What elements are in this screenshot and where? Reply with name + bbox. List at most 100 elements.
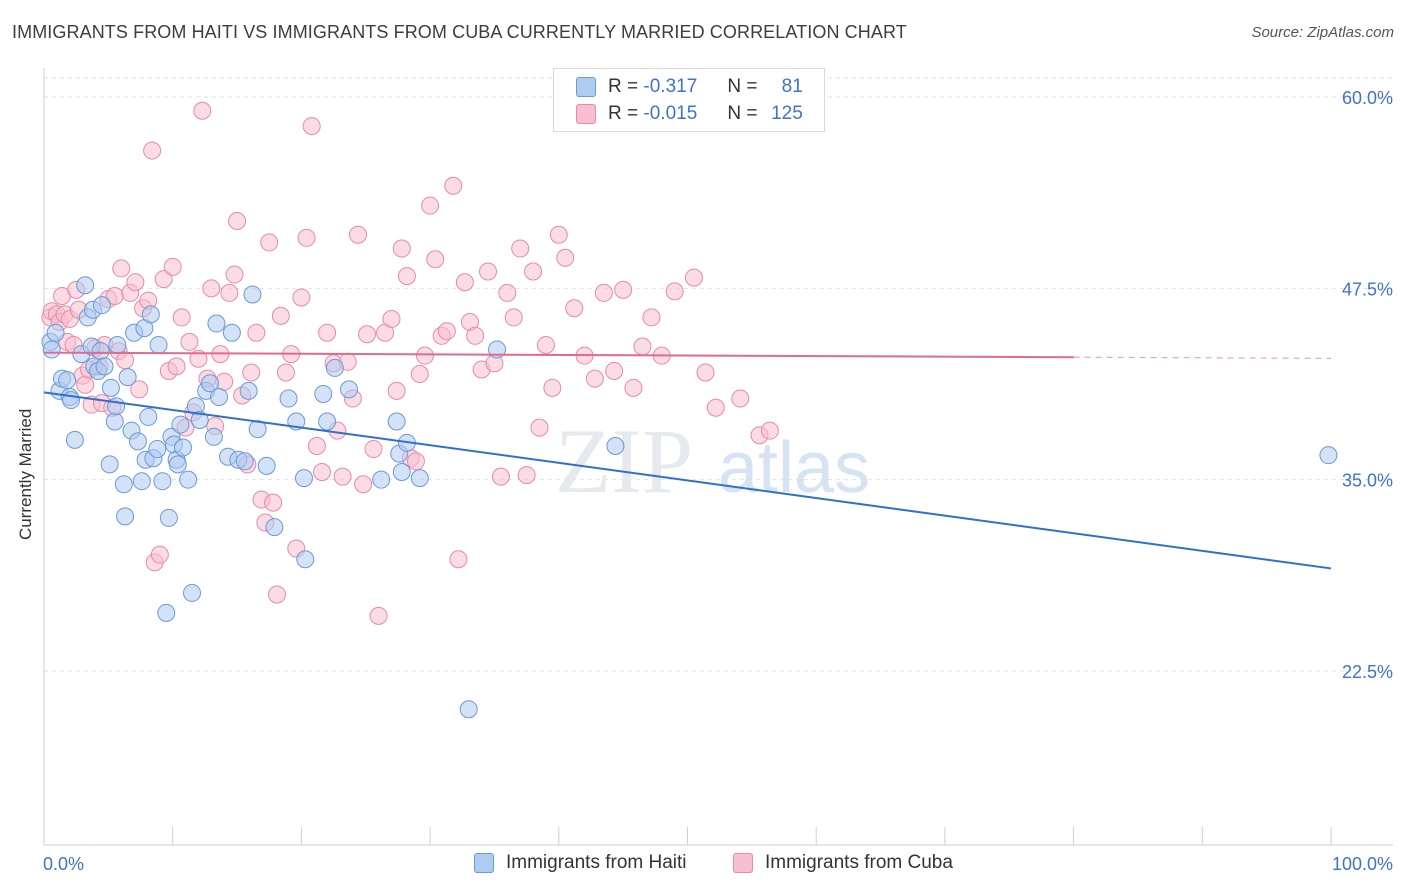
cuba-point bbox=[498, 283, 517, 302]
cuba-point bbox=[172, 308, 191, 327]
x-tick-label-min: 0.0% bbox=[43, 854, 84, 874]
cuba-point bbox=[387, 381, 406, 400]
y-tick-label: 35.0% bbox=[1342, 471, 1393, 491]
legend-swatch-haiti bbox=[474, 853, 494, 873]
cuba-point bbox=[302, 117, 321, 136]
haiti-point bbox=[76, 276, 95, 295]
cuba-point bbox=[358, 325, 377, 344]
cuba-point bbox=[333, 467, 352, 486]
haiti-point bbox=[265, 518, 284, 537]
cuba-point bbox=[594, 283, 613, 302]
haiti-point bbox=[139, 407, 158, 426]
haiti-swatch bbox=[576, 77, 596, 97]
cuba-points bbox=[41, 101, 779, 625]
cuba-point bbox=[312, 463, 331, 482]
cuba-point bbox=[665, 282, 684, 301]
haiti-n-value: 81 bbox=[781, 76, 803, 97]
x-tick-label-max: 100.0% bbox=[1332, 854, 1393, 874]
haiti-point bbox=[149, 335, 168, 354]
haiti-point bbox=[116, 507, 135, 526]
haiti-n-label: N = bbox=[727, 76, 758, 97]
cuba-point bbox=[731, 389, 750, 408]
stats-legend: R = -0.317 N = 81 R = -0.015 N = 125 bbox=[553, 68, 825, 132]
haiti-point bbox=[153, 472, 172, 491]
haiti-point bbox=[171, 415, 190, 434]
legend-label-haiti: Immigrants from Haiti bbox=[506, 852, 687, 873]
cuba-point bbox=[624, 378, 643, 397]
cuba-point bbox=[415, 346, 434, 365]
cuba-point bbox=[154, 270, 173, 289]
haiti-point bbox=[46, 323, 65, 342]
cuba-point bbox=[318, 323, 337, 342]
haiti-trend-line bbox=[43, 391, 1332, 570]
axes bbox=[43, 68, 1393, 846]
haiti-r-value: -0.317 bbox=[643, 76, 698, 97]
cuba-point bbox=[406, 452, 425, 471]
haiti-point bbox=[173, 438, 192, 457]
cuba-point bbox=[297, 228, 316, 247]
cuba-point bbox=[556, 248, 575, 267]
haiti-point bbox=[92, 296, 111, 315]
cuba-trend-extension bbox=[1073, 356, 1332, 359]
haiti-point bbox=[159, 508, 178, 527]
cuba-point bbox=[614, 280, 633, 299]
haiti-point bbox=[296, 550, 315, 569]
stats-row-haiti: R = -0.317 N = 81 bbox=[576, 74, 803, 100]
haiti-point bbox=[235, 452, 254, 471]
haiti-point bbox=[58, 371, 77, 390]
haiti-point bbox=[148, 440, 167, 459]
cuba-swatch bbox=[576, 104, 596, 124]
cuba-point bbox=[455, 273, 474, 292]
cuba-point bbox=[276, 363, 295, 382]
cuba-n-label: N = bbox=[727, 103, 758, 124]
cuba-point bbox=[242, 363, 261, 382]
cuba-point bbox=[491, 467, 510, 486]
haiti-point bbox=[459, 700, 478, 719]
legend-item-cuba[interactable]: Immigrants from Cuba bbox=[733, 852, 953, 874]
legend-item-haiti[interactable]: Immigrants from Haiti bbox=[474, 852, 687, 874]
cuba-point bbox=[267, 585, 286, 604]
cuba-point bbox=[247, 323, 266, 342]
cuba-point bbox=[364, 440, 383, 459]
haiti-point bbox=[606, 436, 625, 455]
cuba-point bbox=[354, 475, 373, 494]
haiti-point bbox=[257, 456, 276, 475]
cuba-point bbox=[163, 257, 182, 276]
haiti-point bbox=[210, 388, 229, 407]
haiti-point bbox=[340, 380, 359, 399]
cuba-point bbox=[307, 436, 326, 455]
haiti-point bbox=[392, 463, 411, 482]
cuba-point bbox=[410, 365, 429, 384]
cuba-point bbox=[76, 375, 95, 394]
cuba-point bbox=[271, 306, 290, 325]
cuba-point bbox=[130, 380, 149, 399]
cuba-point bbox=[696, 363, 715, 382]
cuba-point bbox=[260, 233, 279, 252]
watermark-zip: ZIP bbox=[555, 410, 693, 512]
haiti-points bbox=[41, 276, 1338, 719]
cuba-point bbox=[112, 259, 131, 278]
haiti-point bbox=[1319, 446, 1338, 465]
haiti-point bbox=[204, 427, 223, 446]
legend-swatch-cuba bbox=[733, 853, 753, 873]
cuba-point bbox=[760, 421, 779, 440]
cuba-point bbox=[189, 349, 208, 368]
stats-row-cuba: R = -0.015 N = 125 bbox=[576, 101, 803, 127]
cuba-point bbox=[444, 176, 463, 195]
haiti-point bbox=[42, 340, 61, 359]
haiti-point bbox=[65, 430, 84, 449]
haiti-point bbox=[239, 381, 258, 400]
cuba-point bbox=[150, 545, 169, 564]
haiti-point bbox=[114, 475, 133, 494]
y-tick-label: 22.5% bbox=[1342, 662, 1393, 682]
cuba-point bbox=[349, 225, 368, 244]
cuba-point bbox=[421, 196, 440, 215]
cuba-point bbox=[116, 351, 135, 370]
cuba-point bbox=[228, 211, 247, 230]
cuba-r-label: R = bbox=[608, 103, 639, 124]
series-legend: Immigrants from Haiti Immigrants from Cu… bbox=[0, 852, 1406, 878]
haiti-point bbox=[108, 335, 127, 354]
haiti-point bbox=[243, 285, 262, 304]
y-tick-label: 47.5% bbox=[1342, 279, 1393, 299]
cuba-point bbox=[706, 398, 725, 417]
